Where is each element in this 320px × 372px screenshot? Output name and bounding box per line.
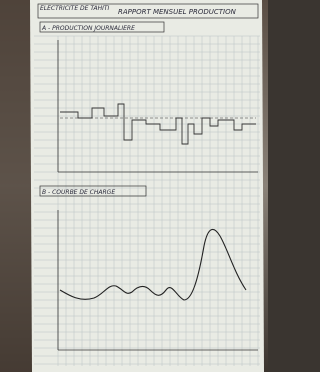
section-title: A - PRODUCTION JOURNALIERE bbox=[41, 25, 135, 32]
page: {"header": {"org": "ELECTRICITE DE TAHIT… bbox=[0, 0, 268, 372]
section-title: B - COURBE DE CHARGE bbox=[42, 189, 115, 196]
photo: ELECTRICITE DE TAHITI RAPPORT MENSUEL PR… bbox=[0, 0, 268, 372]
doc-title: RAPPORT MENSUEL PRODUCTION bbox=[118, 8, 237, 16]
org: ELECTRICITE DE TAHITI bbox=[40, 5, 110, 12]
